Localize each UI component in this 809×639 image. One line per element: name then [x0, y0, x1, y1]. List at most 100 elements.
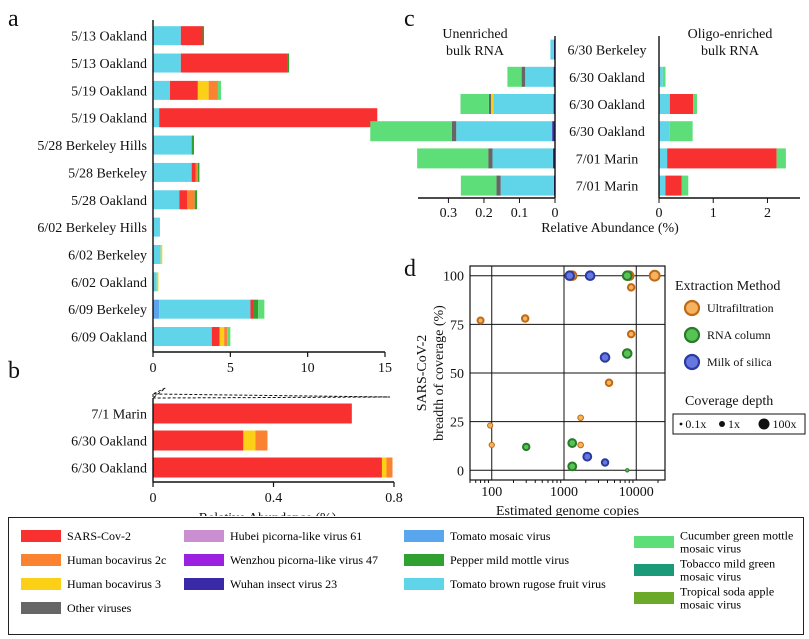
panel-d-point-14 [567, 461, 578, 472]
panel-d-point-11 [648, 269, 661, 282]
panel-a-bar-11-tomato-brown-rugose-fruit-virus [153, 327, 212, 347]
panel-a-bar-3-sars-cov-2 [159, 108, 378, 128]
panel-c-left-bar-1-tomato-brown-rugose-fruit-virus [525, 66, 554, 87]
key-label-wenzhou-picorna-like-virus-47: Wenzhou picorna-like virus 47 [230, 553, 378, 567]
key-swatch-pepper-mild-mottle-virus [404, 554, 444, 566]
key-swatch-tobacco-mild-green-mosaic-virus [634, 564, 674, 576]
panel-a-bar-0-sars-cov-2 [180, 26, 203, 46]
panel-a-bar-10-sars-cov-2 [250, 299, 254, 319]
key-label-tobacco-mild-green-mosaic-virus-line-1: mosaic virus [680, 570, 741, 584]
panel-d-method-legend-marker-ultrafiltration [683, 299, 701, 317]
key-label-wuhan-insect-virus-23: Wuhan insect virus 23 [230, 577, 337, 591]
key-swatch-hubei-picorna-like-virus-61 [184, 530, 224, 542]
panel-d-size-legend-marker-1 [719, 421, 725, 427]
panel-c-row-label-bg-2 [555, 94, 659, 114]
panel-a-bar-5-human-bocavirus-2c [195, 162, 198, 182]
panel-d-point-20 [582, 451, 593, 462]
key-swatch-tropical-soda-apple-mosaic-virus [634, 592, 674, 604]
panel-d-point-2 [488, 441, 495, 449]
panel-a-bar-11-human-bocavirus-2c [224, 327, 228, 347]
panel-c-left-bar-4-other-viruses [488, 148, 493, 169]
panel-c-left-bar-0-tomato-brown-rugose-fruit-virus [550, 39, 554, 60]
panel-a-bar-4-pepper-mild-mottle-virus [191, 135, 194, 155]
key-swatch-human-bocavirus-2c [21, 554, 61, 566]
panel-a-bar-6-human-bocavirus-2c [187, 190, 195, 210]
panel-b-bar-2-sars-cov-2 [153, 457, 382, 478]
key-label-human-bocavirus-3: Human bocavirus 3 [67, 577, 161, 591]
panel-c-left-bar-5-other-viruses [496, 175, 501, 196]
panel-c-left-bar-3-wuhan-insect-virus-23 [552, 121, 555, 142]
panel-a-row-label-7: 6/02 Berkeley Hills [37, 221, 147, 236]
panel-d-point-16 [621, 348, 633, 359]
panel-c-right-header-line-1: bulk RNA [701, 44, 760, 59]
panel-d-point-3 [520, 314, 530, 323]
panel-a-row-label-4: 5/28 Berkeley Hills [37, 139, 147, 154]
panel-c-row-label-bg-1 [555, 66, 659, 87]
panel-a-row-label-8: 6/02 Berkeley [68, 248, 147, 263]
key-label-sars-cov-2: SARS-Cov-2 [67, 529, 131, 543]
panel-a-bar-5-pepper-mild-mottle-virus [197, 162, 200, 182]
panel-b-x-tick-label-0: 0 [150, 491, 157, 506]
panel-a-bar-2-sars-cov-2 [170, 80, 198, 100]
panel-a-bar-10-cucumber-green-mottle-mosaic-virus [258, 299, 265, 319]
panel-b-row-label-0: 7/1 Marin [91, 408, 147, 423]
panel-d-point-9 [626, 283, 636, 292]
panel-d-size-legend-title: Coverage depth [685, 394, 773, 409]
panel-d-point-15 [621, 270, 633, 282]
panel-c-left-header-line-1: bulk RNA [446, 44, 505, 59]
panel-d-point-21 [599, 352, 611, 363]
panel-c-left-bar-2-wuhan-insect-virus-23 [553, 94, 555, 114]
panel-a-bar-11-cucumber-green-mottle-mosaic-virus [227, 327, 231, 347]
panel-c-right-header-line-0: Oligo-enriched [688, 27, 773, 42]
panel-d-size-legend-label-0: 0.1x [685, 417, 706, 431]
panel-d-y-tick-label-4: 100 [443, 270, 464, 285]
panel-c-left-bar-1-other-viruses [521, 66, 526, 87]
key-swatch-wenzhou-picorna-like-virus-47 [184, 554, 224, 566]
panel-b-x-tick-label-1: 0.4 [265, 491, 283, 506]
panel-d-y-tick-label-3: 75 [450, 318, 464, 333]
key-label-pepper-mild-mottle-virus: Pepper mild mottle virus [450, 553, 569, 567]
panel-d-method-legend-marker-rna-column [683, 326, 701, 344]
panel-c-row-label-3: 6/30 Oakland [569, 125, 645, 140]
panel-c-right-bar-2-cucumber-green-mottle-mosaic-virus [693, 94, 697, 114]
panel-a-x-tick-label-0: 0 [150, 361, 157, 376]
panel-c-right-bar-3-cucumber-green-mottle-mosaic-virus [669, 121, 693, 142]
panel-a-row-label-1: 5/13 Oakland [71, 57, 147, 72]
panel-a-x-tick-label-3: 15 [378, 361, 392, 376]
panel-c-left-bar-1-cucumber-green-mottle-mosaic-virus [507, 66, 522, 87]
panel-c-left-x-tick-label-1: 0.2 [475, 206, 493, 221]
panel-a-bar-2-human-bocavirus-3 [197, 80, 209, 100]
panel-a-bar-2-human-bocavirus-2c [208, 80, 218, 100]
key-swatch-human-bocavirus-3 [21, 578, 61, 590]
panel-c-row-label-4: 7/01 Marin [576, 152, 639, 167]
panel-a-bar-6-sars-cov-2 [179, 190, 188, 210]
panel-d-point-17 [625, 468, 630, 473]
panel-c-right-bar-2-tomato-brown-rugose-fruit-virus [659, 94, 670, 114]
panel-c-left-bar-5-cucumber-green-mottle-mosaic-virus [460, 175, 497, 196]
panel-d-point-10 [626, 329, 636, 339]
panel-d-x-axis-label: Estimated genome copies [496, 504, 639, 516]
panel-c-row-label-bg-5 [555, 175, 659, 196]
panel-a-bar-1-tomato-brown-rugose-fruit-virus [153, 53, 181, 73]
panel-d-x-tick-label-1: 1000 [550, 485, 578, 500]
panel-letter-b: b [8, 358, 20, 384]
key-label-tomato-brown-rugose-fruit-virus: Tomato brown rugose fruit virus [450, 577, 606, 591]
key-swatch-cucumber-green-mottle-mosaic-virus [634, 536, 674, 548]
panel-d-y-tick-label-2: 50 [450, 367, 464, 382]
panel-c-left-bar-2-human-bocavirus-3 [491, 94, 494, 114]
panel-b-bar-2-human-bocavirus-2c [386, 457, 393, 478]
panel-c-left-bar-2-other-viruses [488, 94, 492, 114]
panel-c-left-x-tick-label-3: 0 [552, 206, 559, 221]
key-swatch-wuhan-insect-virus-23 [184, 578, 224, 590]
panel-c-row-label-5: 7/01 Marin [576, 180, 639, 195]
panel-a-bar-6-tomato-brown-rugose-fruit-virus [153, 190, 180, 210]
panel-letters: a b c d [8, 6, 416, 384]
panel-c-right-x-tick-label-0: 0 [656, 206, 663, 221]
panel-d-size-legend-label-1: 1x [728, 417, 740, 431]
panel-d-point-13 [567, 438, 578, 448]
panel-a-bar-8-tomato-brown-rugose-fruit-virus [153, 244, 161, 264]
panel-c-right-x-tick-label-2: 2 [764, 206, 771, 221]
panel-c-row-label-bg-3 [555, 121, 659, 142]
panel-d-point-0 [476, 316, 485, 325]
